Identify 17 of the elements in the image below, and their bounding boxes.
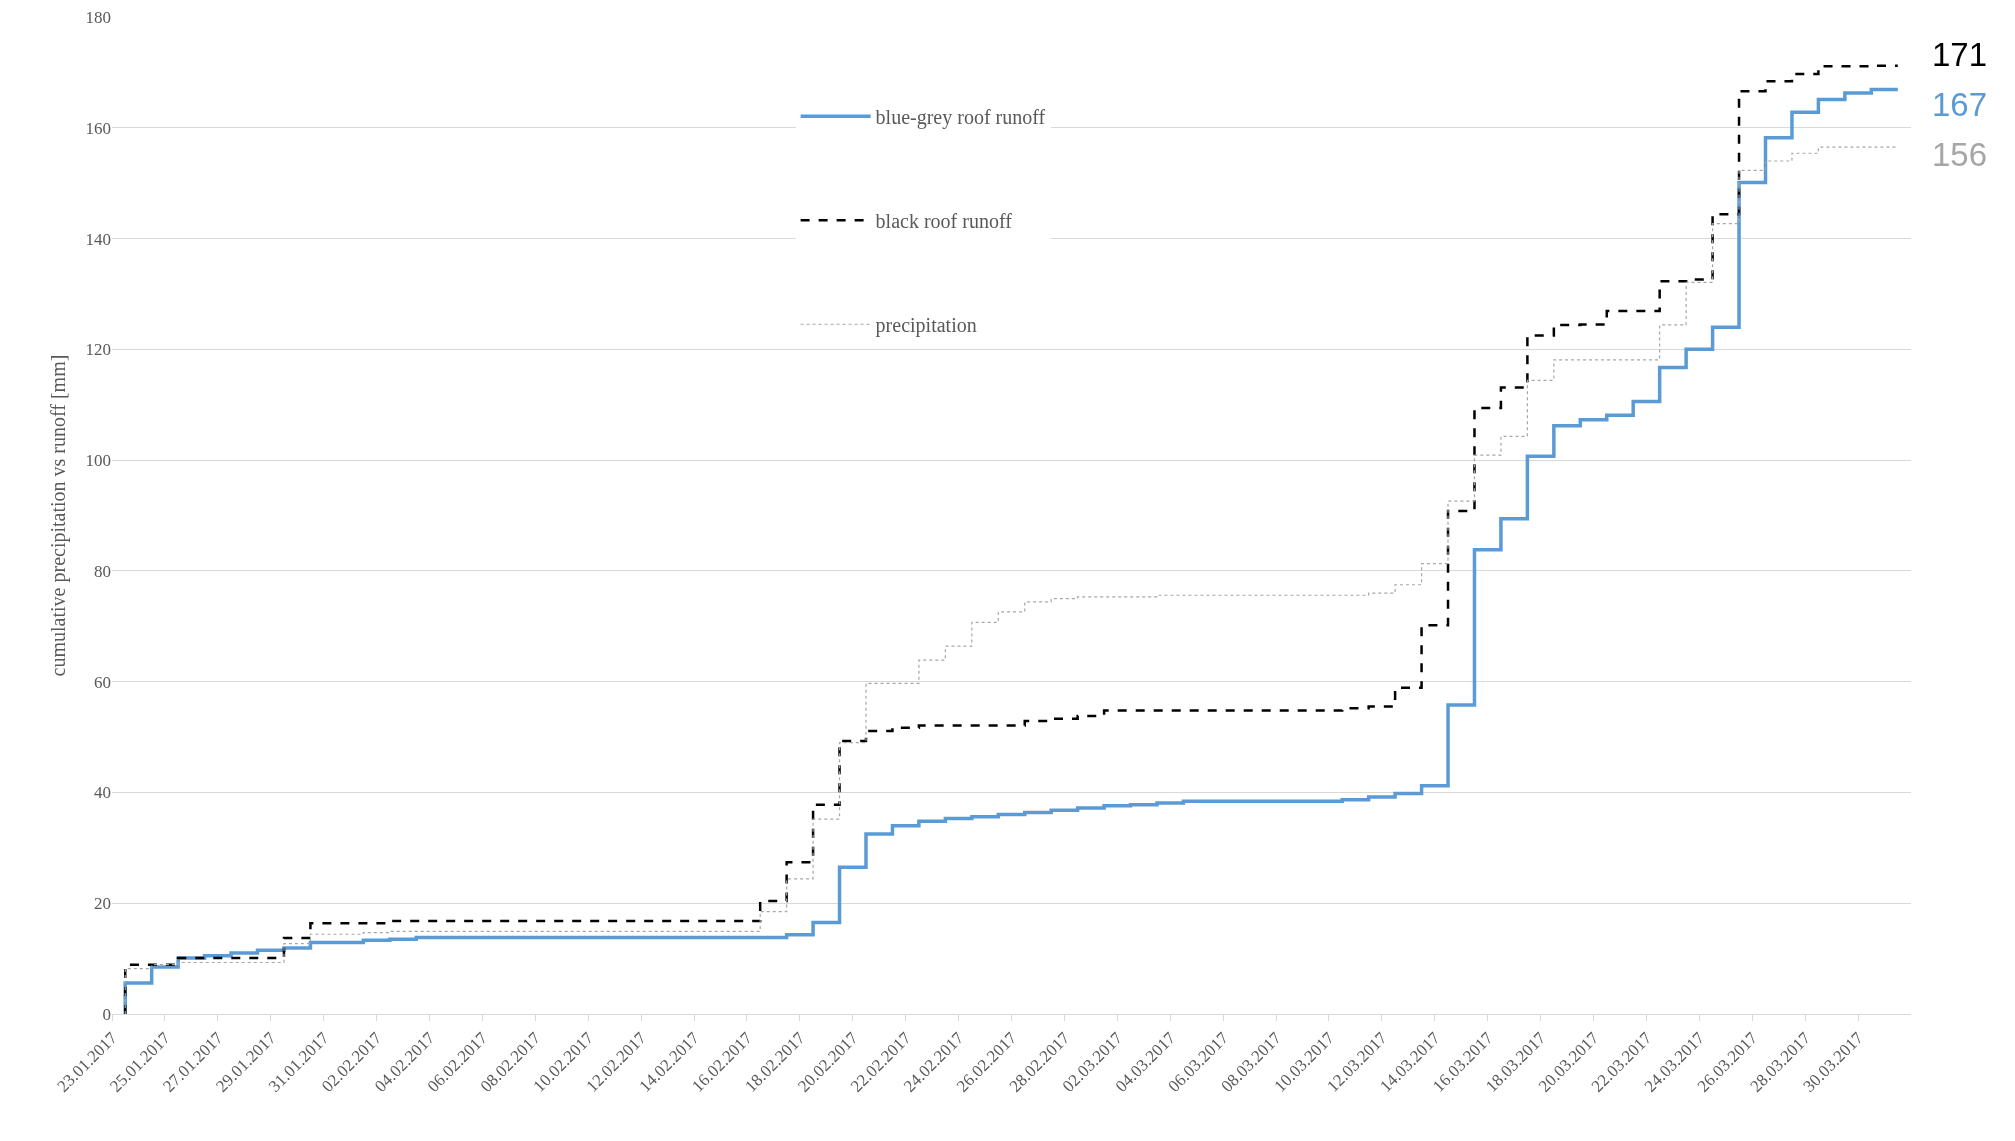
y-tick-label: 120 [85, 340, 111, 360]
legend-label: black roof runoff [875, 210, 1013, 233]
y-tick-label: 180 [85, 7, 111, 27]
y-tick-label: 100 [85, 451, 111, 471]
y-tick-label: 0 [102, 1004, 111, 1024]
y-axis-title: cumulative precipitation vs runoff [mm] [47, 354, 70, 677]
legend-label: blue-grey roof runoff [875, 106, 1046, 130]
annotation: 167 [1932, 86, 1988, 123]
annotation: 171 [1932, 36, 1988, 73]
y-tick-label: 60 [94, 672, 111, 692]
y-tick-label: 20 [94, 894, 111, 914]
legend-label: precipitation [875, 314, 977, 338]
y-tick-label: 160 [85, 118, 111, 138]
y-tick-label: 140 [85, 229, 111, 249]
y-tick-label: 40 [94, 783, 111, 803]
annotation: 156 [1932, 136, 1988, 173]
y-tick-label: 80 [94, 561, 111, 581]
